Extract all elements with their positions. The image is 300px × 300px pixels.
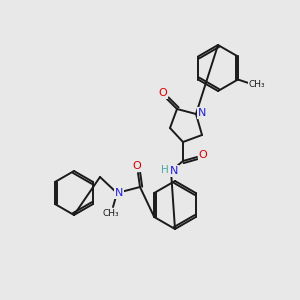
Text: O: O [199, 150, 207, 160]
Text: N: N [170, 166, 178, 176]
Text: H: H [161, 165, 169, 175]
Text: N: N [198, 108, 206, 118]
Text: N: N [115, 188, 123, 198]
Text: CH₃: CH₃ [103, 209, 119, 218]
Text: O: O [159, 88, 167, 98]
Text: CH₃: CH₃ [249, 80, 265, 89]
Text: O: O [133, 161, 141, 171]
